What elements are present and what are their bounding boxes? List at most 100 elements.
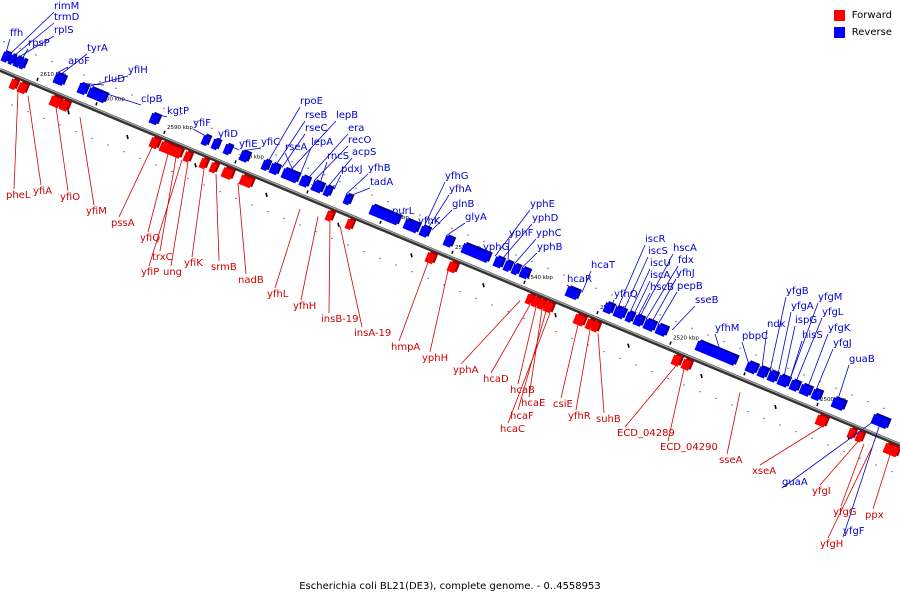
position-marker [482,283,485,288]
reverse-gene-block [322,184,335,198]
track-dot [19,47,21,50]
forward-gene-block [882,441,900,458]
gene-label-yfgM: yfgM [818,292,842,303]
reverse-gene-block [564,285,583,301]
forward-gene-block [148,135,163,150]
gene-label-yfgK: yfgK [828,323,851,334]
gene-label-iscA: iscA [650,270,670,281]
forward-gene-block-body [198,157,208,170]
forward-leader-line [528,309,543,398]
reverse-gene-block [492,255,507,269]
forward-leader-line [300,216,319,301]
gene-label-ispG: ispG [795,315,817,326]
track-dot [523,317,525,320]
reverse-gene-block-body [210,138,220,151]
reverse-leader-line [617,244,646,308]
gene-label-trmD: trmD [54,12,80,23]
forward-gene-block [590,320,603,333]
gene-label-yfhL: yfhL [267,289,289,300]
reverse-swatch [832,26,846,39]
ruler-label: 2520 kbp [673,336,699,342]
track-dot [859,457,861,460]
gene-label-fdx: fdx [678,255,694,266]
reverse-gene-block [442,234,457,248]
reverse-gene-block-body [238,150,250,163]
forward-leader-line [517,307,537,385]
gene-label-yfhG: yfhG [445,171,469,182]
gene-label-ung: ung [163,267,182,278]
forward-gene-block [542,300,557,314]
reverse-gene-block-body [766,370,778,383]
track-dot [883,407,885,410]
track-dot [331,237,333,240]
gene-label-yfhR: yfhR [568,411,591,422]
reverse-gene-block [280,166,302,184]
reverse-leader-line [795,317,823,382]
forward-leader-line [398,262,429,342]
track-dot [115,87,117,90]
reverse-gene-block [260,158,273,172]
legend-reverse-label: Reverse [851,27,892,38]
forward-leader-line [667,368,685,442]
reverse-leader-line [333,174,342,190]
reverse-gene-block-body [830,397,846,411]
forward-gene-block [220,165,237,181]
gene-label-ndk: ndk [767,319,786,330]
reverse-gene-block-body [52,72,66,87]
track-dot [51,60,53,63]
track-dot [147,100,149,103]
forward-gene-block [814,413,831,428]
gene-label-yfiP: yfiP [141,267,159,278]
forward-leader-line [215,173,220,262]
gene-label-xseA: xseA [752,466,776,477]
reverse-leader-line [837,364,850,400]
gene-label-rncS: rncS [327,151,349,162]
forward-gene-block-body [58,99,70,112]
gene-label-yphD: yphD [532,213,559,224]
track-dot [619,357,621,360]
forward-leader-line [27,95,42,186]
forward-leader-line [507,313,551,424]
reverse-gene-block [18,57,29,70]
reverse-gene-block-body [870,413,890,430]
gene-label-csiE: csiE [553,399,573,410]
reverse-gene-block-body [460,242,491,263]
position-marker [194,163,197,168]
reverse-gene-block-body [798,383,812,397]
track-dot [467,234,469,236]
track-dot [283,217,285,220]
reverse-gene-block [368,203,403,226]
forward-leader-line [827,447,873,539]
gene-label-yfhJ: yfhJ [676,268,695,279]
track-dot [779,424,781,426]
gene-label-purL: purL [392,206,415,217]
track-dot [491,304,493,306]
reverse-gene-block [788,378,803,392]
reverse-gene-block-body [148,112,160,126]
reverse-leader-line [645,265,679,320]
track-dot [827,444,829,446]
ruler-tick [163,130,166,134]
reverse-gene-block [418,224,433,238]
reverse-gene-block [200,133,213,147]
track-dot [651,370,653,373]
reverse-gene-block-body [12,56,22,68]
track-dot [459,290,461,293]
reverse-leader-line [581,270,592,293]
reverse-leader-line [783,325,796,377]
track-dot [731,404,733,406]
reverse-leader-line [13,22,55,57]
track-dot [387,200,389,203]
reverse-gene-block-body [518,267,530,280]
track-dot [787,367,789,370]
reverse-leader-line [151,112,168,118]
track-dot [579,280,581,283]
reverse-leader-line [327,157,353,187]
reverse-leader-line [289,120,337,172]
forward-gene-block [324,209,337,222]
position-marker [410,253,413,258]
gene-label-yfiK: yfiK [184,258,203,269]
gene-label-yfgI: yfgI [812,486,831,497]
reverse-leader-line [381,208,393,218]
track-dot [699,390,701,393]
